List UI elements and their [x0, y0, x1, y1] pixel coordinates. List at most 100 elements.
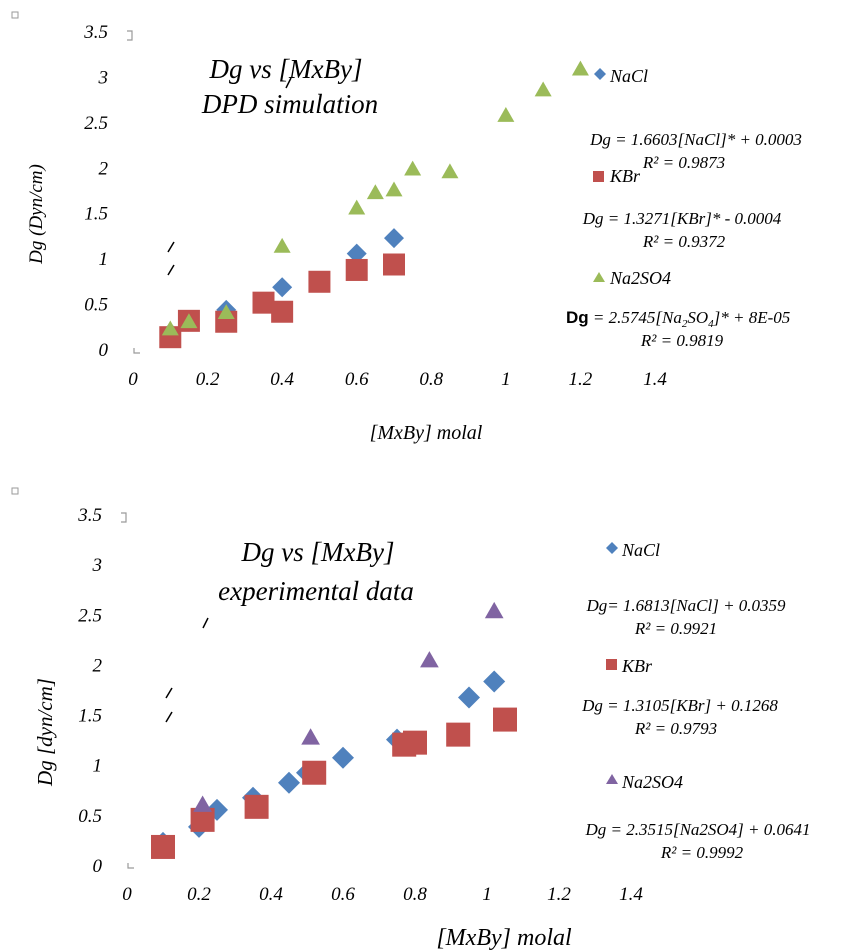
chart-2-point-kbr: [190, 807, 215, 832]
chart-1-subtitle: DPD simulation: [201, 89, 378, 119]
chart-1-y-tick-label: 0.5: [84, 295, 108, 316]
chart-1-nacl-r2: R² = 0.9873: [642, 153, 725, 172]
chart-2-x-tick-label: 1.2: [547, 884, 571, 905]
chart-2-y-tick-label: 0: [93, 856, 103, 877]
chart-2-x-tick-label: 0.4: [259, 884, 283, 905]
chart-1-y-tick-label: 2.5: [84, 113, 108, 134]
chart-1-point-nacl: [272, 277, 293, 298]
chart-2-axis-break-mark: [165, 687, 173, 723]
chart-1-legend: NaCl Dg = 1.6603[NaCl]* + 0.0003 R² = 0.…: [566, 66, 802, 350]
chart-2-point-kbr: [244, 794, 269, 819]
chart-1-y-tick-label: 3: [98, 67, 109, 88]
chart-1-title: Dg vs [MxBy]: [209, 54, 363, 84]
chart-1-point-na2so4: [534, 81, 552, 97]
chart-1-point-na2so4: [217, 304, 235, 320]
chart-2-point-na2so4: [193, 795, 212, 812]
chart-1-plot-handle-origin[interactable]: [133, 348, 140, 354]
chart-2-y-tick-label: 3: [92, 555, 103, 576]
chart-1-point-nacl: [384, 228, 404, 249]
chart-1-x-tick-label: 0: [128, 369, 138, 390]
chart-2-point-kbr: [446, 722, 471, 747]
chart-2-point-nacl: [458, 686, 480, 709]
chart-1-x-tick-label: 0.4: [270, 369, 294, 390]
chart-1-axis-break-mark: [167, 241, 175, 276]
chart-1-legend-na2so4: Na2SO4: [609, 268, 671, 288]
chart-2-x-tick-label: 1.4: [619, 884, 643, 905]
chart-2-legend: NaCl Dg= 1.6813[NaCl] + 0.0359 R² = 0.99…: [581, 540, 810, 862]
chart-1-point-na2so4: [441, 163, 459, 179]
legend-na2so4-triangle-icon: [606, 774, 618, 784]
chart-1-x-tick-label: 0.2: [196, 369, 220, 390]
chart-2-na2so4-r2: R² = 0.9992: [660, 843, 744, 862]
chart-1-na2so4-r2: R² = 0.9819: [640, 331, 724, 350]
chart-1-point-na2so4: [348, 199, 366, 215]
chart-2-x-ticks: 0 0.2 0.4 0.6 0.8 1 1.2 1.4: [122, 884, 643, 905]
chart-2-x-tick-label: 1: [482, 884, 492, 905]
chart-1-corner-handle[interactable]: [11, 11, 19, 19]
chart-1-point-kbr: [271, 300, 294, 323]
chart-2-nacl-equation: Dg= 1.6813[NaCl] + 0.0359: [585, 596, 786, 615]
chart-1-y-ticks: 0 0.5 1 1.5 2 2.5 3 3.5: [83, 22, 108, 361]
chart-1-point-nacl: [346, 243, 367, 264]
chart-2-nacl-r2: R² = 0.9921: [634, 619, 717, 638]
chart-1-plot-handle-top[interactable]: [127, 30, 133, 41]
chart-2-y-tick-label: 1.5: [78, 706, 102, 727]
chart-1-legend-nacl: NaCl: [609, 66, 648, 86]
chart-2-x-axis-label: [MxBy] molal: [436, 925, 572, 951]
chart-2-corner-handle[interactable]: [11, 487, 19, 495]
chart-2-legend-na2so4: Na2SO4: [621, 772, 683, 792]
chart-1-x-axis-label: [MxBy] molal: [370, 422, 483, 444]
chart-2-kbr-equation: Dg = 1.3105[KBr] + 0.1268: [581, 696, 778, 715]
chart-2-y-tick-label: 1: [93, 756, 103, 777]
chart-1-point-kbr: [308, 270, 331, 293]
chart-2-x-tick-label: 0.2: [187, 884, 211, 905]
chart-1-x-tick-label: 1: [501, 369, 511, 390]
chart-1-y-tick-label: 0: [99, 340, 109, 361]
chart-2-point-na2so4: [420, 651, 439, 668]
chart-1-point-na2so4: [180, 313, 198, 329]
chart-1-y-tick-label: 2: [99, 158, 109, 179]
chart-2-legend-nacl: NaCl: [621, 540, 660, 560]
chart-1-y-tick-label: 1.5: [84, 204, 108, 225]
legend-na2so4-triangle-icon: [593, 272, 605, 282]
chart-1-point-kbr: [383, 253, 405, 276]
chart-1-point-na2so4: [366, 184, 384, 200]
chart-2-x-tick-label: 0.6: [331, 884, 355, 905]
chart-2-plot-handle-top[interactable]: [121, 512, 127, 523]
legend-kbr-square-icon: [606, 659, 617, 670]
chart-1-point-na2so4: [385, 181, 403, 197]
chart-1-point-na2so4: [497, 106, 515, 122]
chart-2-y-tick-label: 2: [93, 655, 103, 676]
chart-2-point-kbr: [151, 834, 175, 859]
chart-1-point-na2so4: [273, 237, 291, 253]
chart-1-cursor-mark: [285, 77, 292, 89]
chart-2-na2so4-equation: Dg = 2.3515[Na2SO4] + 0.0641: [584, 820, 810, 839]
chart-2-y-tick-label: 2.5: [78, 605, 102, 626]
chart-1-x-tick-label: 0.8: [419, 369, 443, 390]
chart-2-y-tick-label: 3.5: [77, 505, 102, 526]
chart-2-point-kbr: [403, 730, 427, 755]
chart-2-x-tick-label: 0: [122, 884, 132, 905]
chart-2: Dg vs [MxBy] experimental data Dg [dyn/c…: [11, 487, 811, 951]
chart-1-x-tick-label: 0.6: [345, 369, 369, 390]
chart-2-point-kbr: [302, 760, 327, 785]
chart-2-y-tick-label: 0.5: [78, 806, 102, 827]
chart-2-plot-handle-origin[interactable]: [127, 863, 134, 869]
chart-1-na2so4-equation: Dg = 2.5745[Na2SO4]* + 8E-05: [566, 308, 790, 330]
chart-1-point-na2so4: [404, 160, 422, 176]
chart-1-kbr-equation: Dg = 1.3271[KBr]* - 0.0004: [582, 209, 782, 228]
chart-1-nacl-equation: Dg = 1.6603[NaCl]* + 0.0003: [589, 130, 802, 149]
chart-2-point-nacl: [278, 771, 300, 794]
chart-2-x-tick-label: 0.8: [403, 884, 427, 905]
chart-2-y-ticks: 0 0.5 1 1.5 2 2.5 3 3.5: [77, 505, 102, 877]
legend-kbr-square-icon: [593, 171, 604, 182]
chart-2-y-axis-label: Dg [dyn/cm]: [33, 678, 57, 787]
chart-1-point-na2so4: [161, 320, 179, 336]
chart-2-legend-kbr: KBr: [621, 656, 653, 676]
chart-2-point-kbr: [493, 707, 517, 732]
chart-1-y-tick-label: 3.5: [83, 22, 108, 43]
chart-2-point-na2so4: [301, 728, 320, 745]
chart-1-legend-kbr: KBr: [609, 166, 641, 186]
chart-1-point-kbr: [345, 258, 368, 281]
chart-1-y-tick-label: 1: [99, 249, 109, 270]
